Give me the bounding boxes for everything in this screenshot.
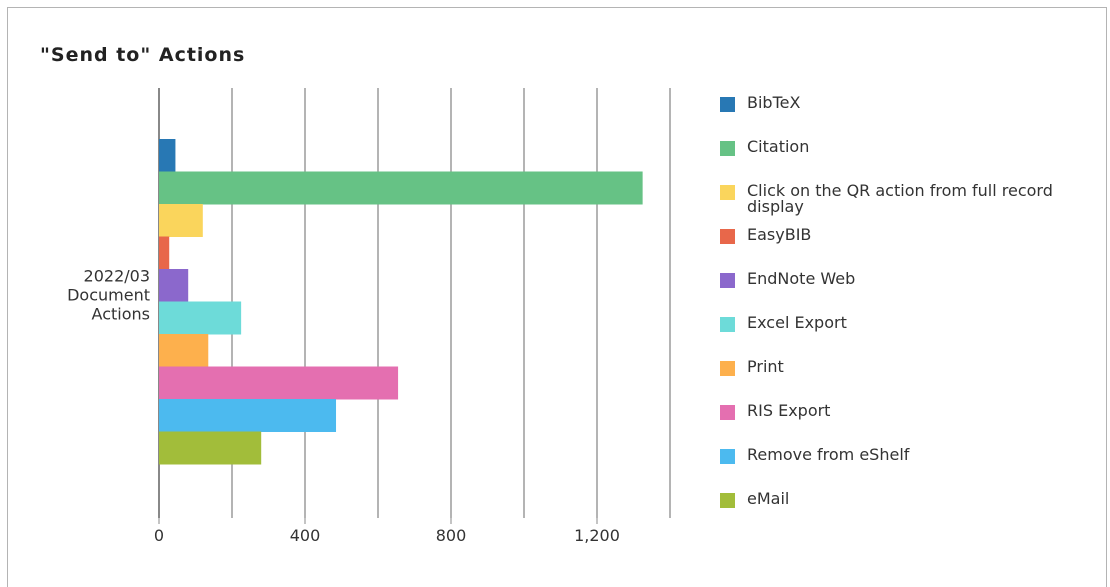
legend-item[interactable]: Excel Export xyxy=(720,315,1087,332)
legend-label: RIS Export xyxy=(747,401,831,420)
x-tick-label: 400 xyxy=(290,526,321,545)
bars xyxy=(159,139,643,465)
chart-panel xyxy=(7,7,1107,587)
legend-swatch xyxy=(720,273,735,288)
legend-item[interactable]: Citation xyxy=(720,139,1087,156)
legend-item[interactable]: eMail xyxy=(720,491,1087,508)
legend-swatch xyxy=(720,97,735,112)
legend-label: BibTeX xyxy=(747,93,801,112)
legend-swatch xyxy=(720,493,735,508)
legend-swatch xyxy=(720,317,735,332)
legend-label: EndNote Web xyxy=(747,269,856,288)
legend-swatch xyxy=(720,141,735,156)
category-label-line: Actions xyxy=(92,305,150,324)
category-label-line: Document xyxy=(67,286,150,305)
category-label: 2022/03 Document Actions xyxy=(67,267,150,324)
legend-item[interactable]: Print xyxy=(720,359,1087,376)
legend-item[interactable]: BibTeX xyxy=(720,95,1087,112)
bar-remove-from-eshelf[interactable] xyxy=(159,399,337,432)
category-label-line: 2022/03 xyxy=(84,267,150,286)
x-axis: 0 400 800 1,200 xyxy=(154,518,620,545)
legend-item[interactable]: Click on the QR action from full record … xyxy=(720,183,1087,215)
legend-label: Remove from eShelf xyxy=(747,445,910,464)
legend-item[interactable]: Remove from eShelf xyxy=(720,447,1087,464)
legend-item[interactable]: EasyBIB xyxy=(720,227,1087,244)
legend-item[interactable]: EndNote Web xyxy=(720,271,1087,288)
x-tick-label: 0 xyxy=(154,526,164,545)
x-tick-label: 1,200 xyxy=(574,526,620,545)
legend-swatch xyxy=(720,229,735,244)
bar-excel-export[interactable] xyxy=(159,301,242,335)
bar-email[interactable] xyxy=(159,431,262,465)
legend-swatch xyxy=(720,405,735,420)
legend-label: EasyBIB xyxy=(747,225,812,244)
bar-ris-export[interactable] xyxy=(159,366,399,400)
legend-item[interactable]: RIS Export xyxy=(720,403,1087,420)
legend-swatch xyxy=(720,185,735,200)
chart-title: "Send to" Actions xyxy=(40,44,246,66)
legend-label: Click on the QR action from full record … xyxy=(747,181,1053,216)
legend-label: eMail xyxy=(747,489,790,508)
legend-label: Excel Export xyxy=(747,313,847,332)
bar-endnote-web[interactable] xyxy=(159,269,189,302)
bar-click-on-the-qr-action-from-full-record-display[interactable] xyxy=(159,204,203,237)
legend-label: Print xyxy=(747,357,784,376)
bar-print[interactable] xyxy=(159,334,209,367)
legend-swatch xyxy=(720,361,735,376)
bar-easybib[interactable] xyxy=(159,236,170,270)
x-tick-label: 800 xyxy=(436,526,467,545)
legend-swatch xyxy=(720,449,735,464)
bar-bibtex[interactable] xyxy=(159,139,176,172)
legend-label: Citation xyxy=(747,137,810,156)
bar-citation[interactable] xyxy=(159,171,643,205)
